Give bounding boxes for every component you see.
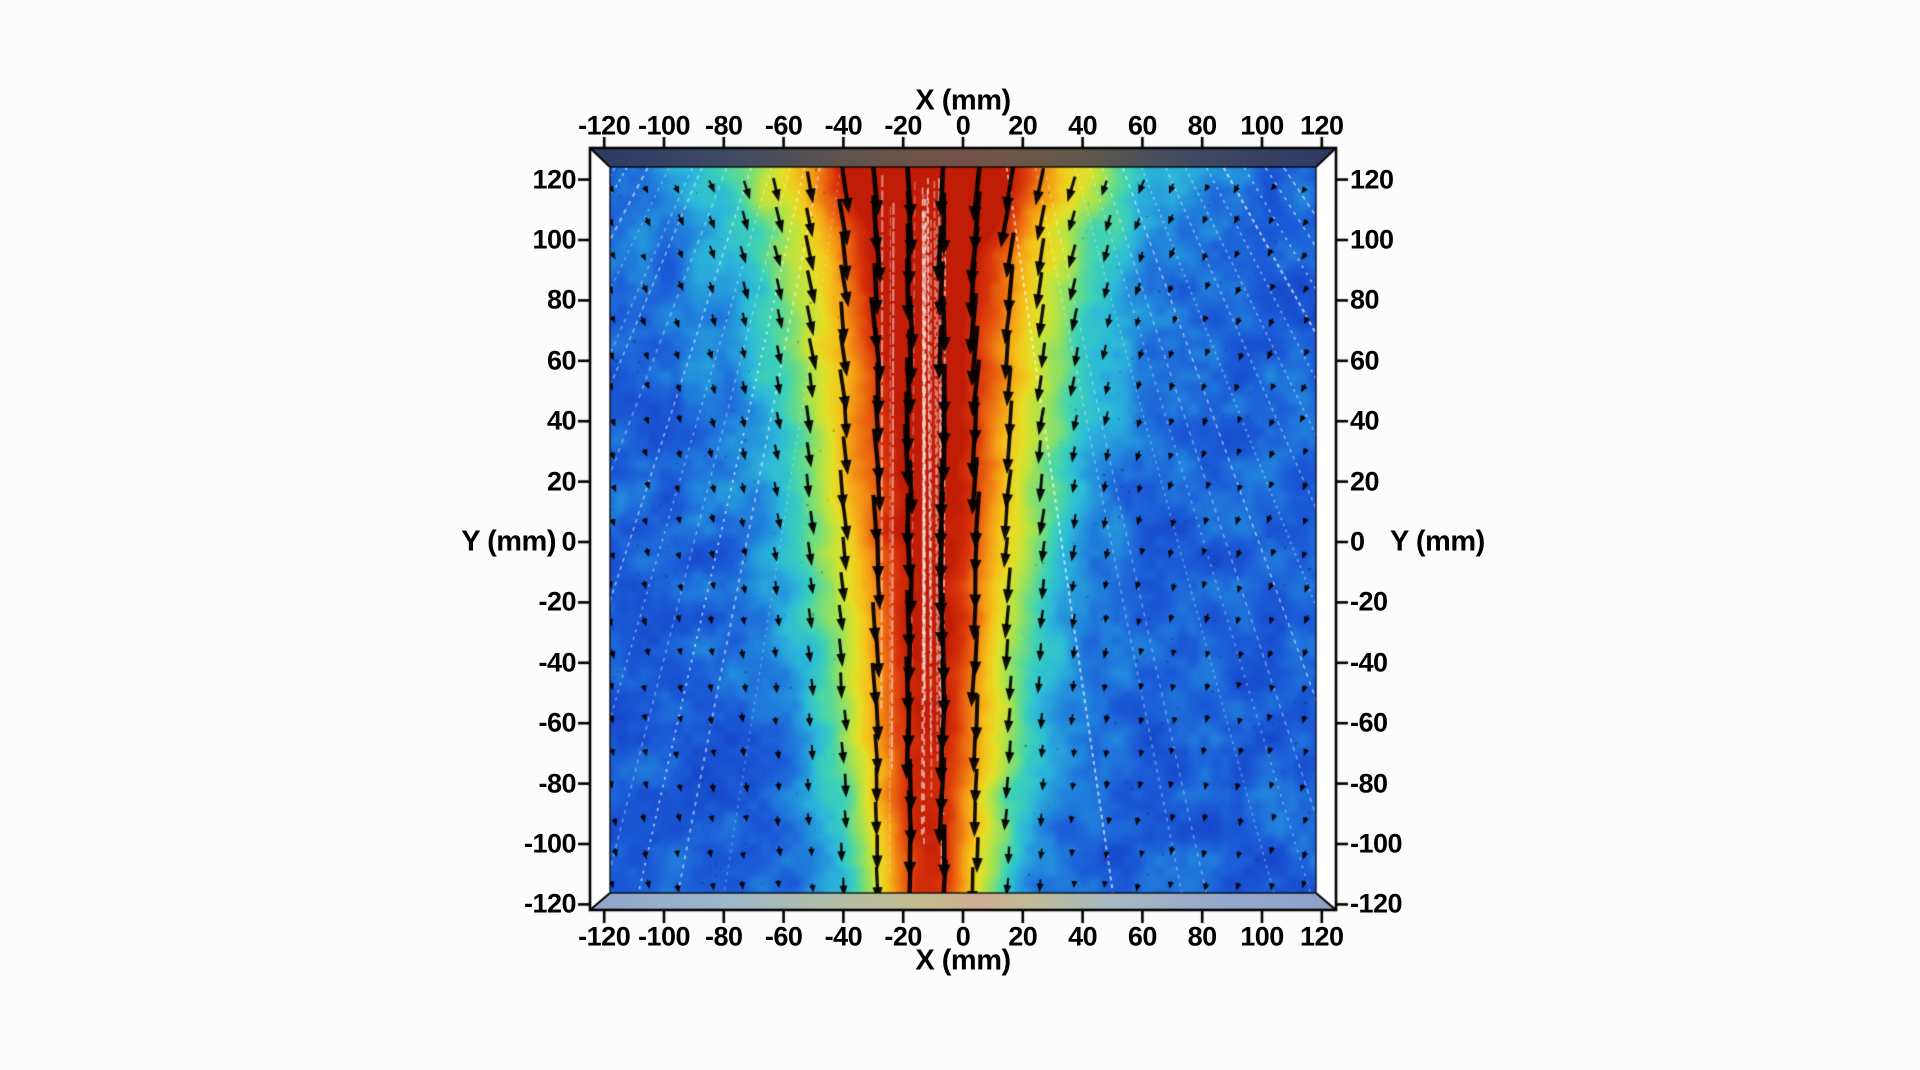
y-axis-left-tick-label: 20 bbox=[546, 466, 577, 497]
y-axis-right-tick-label: 20 bbox=[1350, 466, 1380, 497]
x-axis-bottom-tick-label: -120 bbox=[578, 921, 631, 952]
x-axis-top-tick-label: 100 bbox=[1240, 110, 1284, 141]
y-axis-right-tick-label: -20 bbox=[1350, 586, 1388, 617]
y-axis-right-tick-label: 60 bbox=[1350, 345, 1380, 376]
y-axis-right-tick-label: -40 bbox=[1350, 647, 1388, 678]
x-axis-top-tick-label: 0 bbox=[955, 110, 971, 141]
y-axis-right-tick-label: 0 bbox=[1350, 526, 1365, 557]
x-axis-title-bottom: X (mm) bbox=[915, 944, 1011, 977]
y-axis-left-tick-label: -120 bbox=[523, 888, 577, 919]
y-axis-left-tick-label: -40 bbox=[538, 647, 576, 678]
y-axis-right-tick-label: 80 bbox=[1350, 284, 1380, 315]
y-axis-left-tick-label: -20 bbox=[538, 586, 576, 617]
x-axis-top-tick-label: 20 bbox=[1008, 110, 1038, 141]
y-axis-title-left: Y (mm) bbox=[461, 525, 556, 558]
y-axis-right-tick-label: 40 bbox=[1350, 405, 1380, 436]
x-axis-bottom-tick-label: -60 bbox=[764, 921, 803, 952]
y-axis-left-tick-label: 120 bbox=[532, 164, 576, 195]
y-axis-left-tick-label: -80 bbox=[538, 768, 576, 799]
y-axis-right-tick-label: -60 bbox=[1350, 707, 1388, 738]
y-axis-left-tick-label: 40 bbox=[546, 405, 577, 436]
x-axis-bottom-tick-label: 0 bbox=[955, 921, 971, 952]
y-axis-right-tick-label: 120 bbox=[1350, 164, 1394, 195]
x-axis-bottom-tick-label: 100 bbox=[1240, 921, 1284, 952]
y-axis-right-tick-label: -100 bbox=[1350, 828, 1403, 859]
x-axis-top-tick-label: -100 bbox=[637, 110, 691, 141]
y-axis-right-tick-label: -80 bbox=[1350, 768, 1388, 799]
x-axis-top-tick-label: 60 bbox=[1127, 110, 1158, 141]
x-axis-top-tick-label: -40 bbox=[824, 110, 863, 141]
y-axis-right-tick-label: -120 bbox=[1350, 888, 1403, 919]
y-axis-left-tick-label: 100 bbox=[532, 224, 576, 255]
x-axis-bottom-tick-label: 20 bbox=[1008, 921, 1038, 952]
x-axis-top-tick-label: 120 bbox=[1300, 110, 1344, 141]
x-axis-bottom-tick-label: 60 bbox=[1127, 921, 1158, 952]
y-axis-left-tick-label: 0 bbox=[561, 526, 576, 557]
x-axis-top-tick-label: 80 bbox=[1187, 110, 1218, 141]
y-axis-left-tick-label: -100 bbox=[523, 828, 577, 859]
y-axis-left-tick-label: 80 bbox=[546, 284, 577, 315]
x-axis-bottom-tick-label: -100 bbox=[637, 921, 691, 952]
x-axis-bottom-tick-label: -80 bbox=[705, 921, 743, 952]
x-axis-bottom-tick-label: -40 bbox=[824, 921, 863, 952]
x-axis-bottom-tick-label: 120 bbox=[1300, 921, 1344, 952]
y-axis-left-tick-label: 60 bbox=[546, 345, 577, 376]
x-axis-top-tick-label: -20 bbox=[884, 110, 922, 141]
x-axis-bottom-tick-label: 40 bbox=[1068, 921, 1098, 952]
y-axis-title-right: Y (mm) bbox=[1390, 525, 1485, 558]
x-axis-bottom-tick-label: -20 bbox=[884, 921, 922, 952]
x-axis-top-tick-label: -80 bbox=[705, 110, 743, 141]
x-axis-top-tick-label: -120 bbox=[578, 110, 631, 141]
x-axis-top-tick-label: -60 bbox=[764, 110, 803, 141]
x-axis-bottom-tick-label: 80 bbox=[1187, 921, 1218, 952]
x-axis-top-tick-label: 40 bbox=[1068, 110, 1098, 141]
y-axis-right-tick-label: 100 bbox=[1350, 224, 1394, 255]
x-axis-title-top: X (mm) bbox=[915, 84, 1011, 117]
y-axis-left-tick-label: -60 bbox=[538, 707, 576, 738]
